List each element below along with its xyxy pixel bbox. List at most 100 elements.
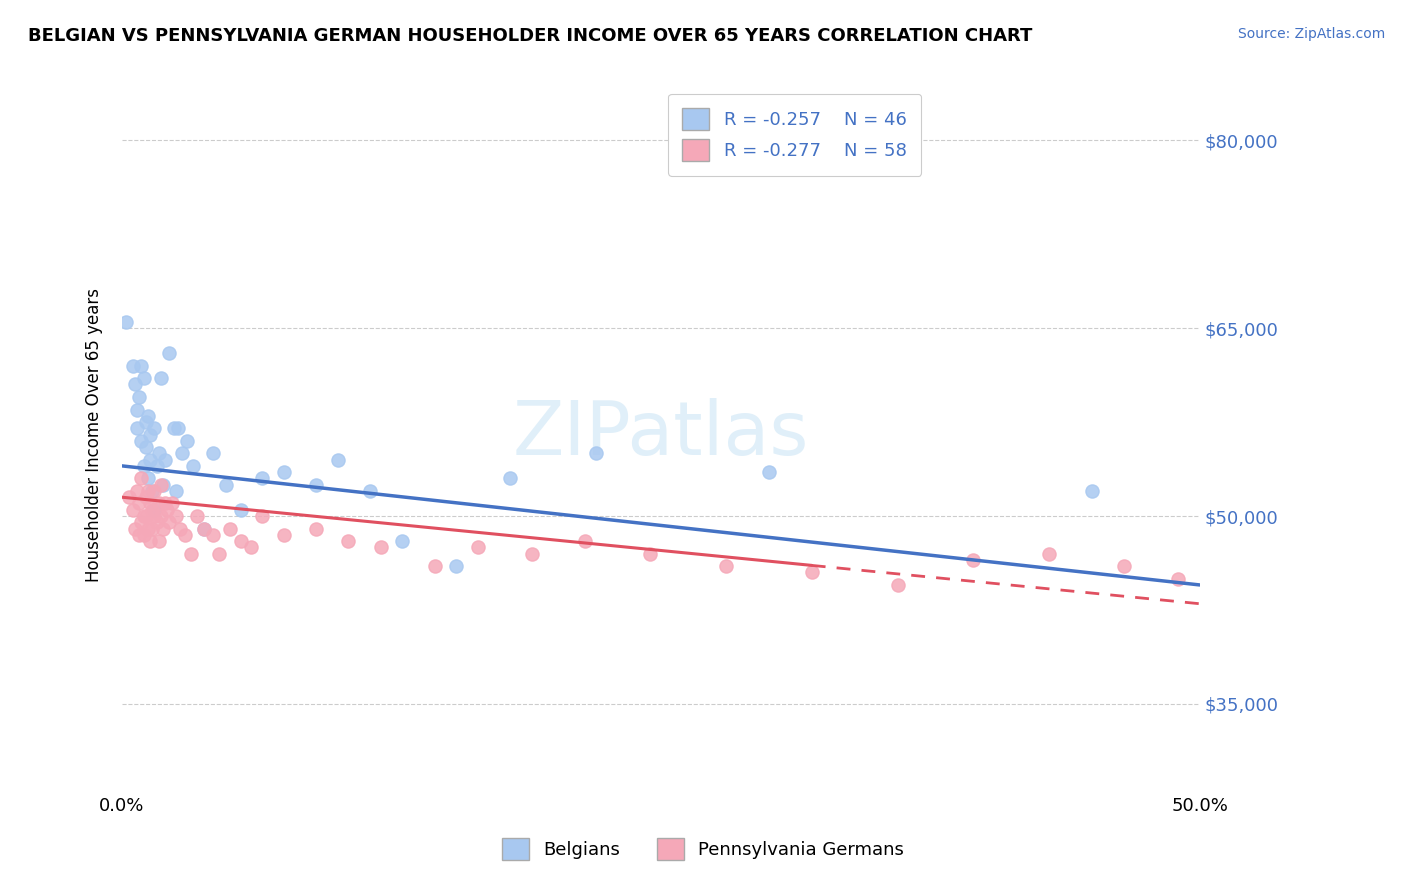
Point [143, 502, 166, 516]
Point [136, 471, 159, 485]
Point [169, 522, 191, 536]
Point [499, 471, 522, 485]
Point [115, 315, 138, 329]
Point [159, 346, 181, 360]
Point [136, 483, 159, 498]
Point [135, 415, 157, 429]
Point [149, 477, 172, 491]
Point [135, 440, 157, 454]
Point [1038, 547, 1060, 561]
Point [127, 421, 149, 435]
Point [159, 516, 181, 530]
Point [186, 508, 208, 523]
Point [714, 559, 737, 574]
Point [152, 522, 174, 536]
Point [117, 490, 139, 504]
Point [135, 508, 157, 523]
Point [165, 483, 187, 498]
Point [273, 528, 295, 542]
Point [132, 528, 155, 542]
Point [136, 522, 159, 536]
Point [148, 496, 170, 510]
Point [173, 528, 195, 542]
Point [218, 522, 240, 536]
Point [153, 496, 176, 510]
Point [143, 508, 166, 523]
Point [132, 458, 155, 473]
Point [176, 434, 198, 448]
Point [250, 471, 273, 485]
Point [359, 483, 381, 498]
Point [423, 559, 446, 574]
Text: ZIPatlas: ZIPatlas [513, 398, 808, 471]
Point [1114, 559, 1136, 574]
Point [148, 534, 170, 549]
Point [887, 578, 910, 592]
Point [141, 522, 163, 536]
Point [121, 502, 143, 516]
Point [131, 516, 153, 530]
Point [149, 508, 172, 523]
Point [124, 377, 146, 392]
Point [127, 402, 149, 417]
Point [165, 508, 187, 523]
Point [124, 522, 146, 536]
Point [1167, 572, 1189, 586]
Point [136, 409, 159, 423]
Point [240, 541, 263, 555]
Point [326, 452, 349, 467]
Point [962, 553, 984, 567]
Point [127, 483, 149, 498]
Point [467, 541, 489, 555]
Point [143, 421, 166, 435]
Point [208, 547, 231, 561]
Point [132, 371, 155, 385]
Point [131, 434, 153, 448]
Point [800, 566, 823, 580]
Y-axis label: Householder Income Over 65 years: Householder Income Over 65 years [86, 287, 103, 582]
Point [139, 452, 162, 467]
Point [128, 528, 150, 542]
Point [574, 534, 596, 549]
Point [585, 446, 607, 460]
Point [156, 502, 179, 516]
Point [229, 502, 252, 516]
Legend: R = -0.257    N = 46, R = -0.277    N = 58: R = -0.257 N = 46, R = -0.277 N = 58 [668, 94, 921, 176]
Point [172, 446, 194, 460]
Point [180, 547, 202, 561]
Point [139, 496, 162, 510]
Point [229, 534, 252, 549]
Point [141, 483, 163, 498]
Point [121, 359, 143, 373]
Point [193, 522, 215, 536]
Point [131, 471, 153, 485]
Point [201, 528, 224, 542]
Text: Source: ZipAtlas.com: Source: ZipAtlas.com [1237, 27, 1385, 41]
Point [139, 427, 162, 442]
Point [132, 508, 155, 523]
Point [139, 534, 162, 549]
Point [152, 477, 174, 491]
Point [128, 496, 150, 510]
Text: BELGIAN VS PENNSYLVANIA GERMAN HOUSEHOLDER INCOME OVER 65 YEARS CORRELATION CHAR: BELGIAN VS PENNSYLVANIA GERMAN HOUSEHOLD… [28, 27, 1032, 45]
Point [273, 465, 295, 479]
Point [181, 458, 204, 473]
Point [135, 490, 157, 504]
Point [370, 541, 392, 555]
Point [337, 534, 360, 549]
Point [193, 522, 215, 536]
Point [131, 359, 153, 373]
Point [141, 502, 163, 516]
Point [153, 452, 176, 467]
Point [149, 371, 172, 385]
Point [143, 483, 166, 498]
Point [145, 458, 167, 473]
Point [520, 547, 543, 561]
Point [201, 446, 224, 460]
Point [758, 465, 780, 479]
Point [214, 477, 236, 491]
Point [305, 477, 328, 491]
Point [145, 516, 167, 530]
Point [250, 508, 273, 523]
Point [160, 496, 183, 510]
